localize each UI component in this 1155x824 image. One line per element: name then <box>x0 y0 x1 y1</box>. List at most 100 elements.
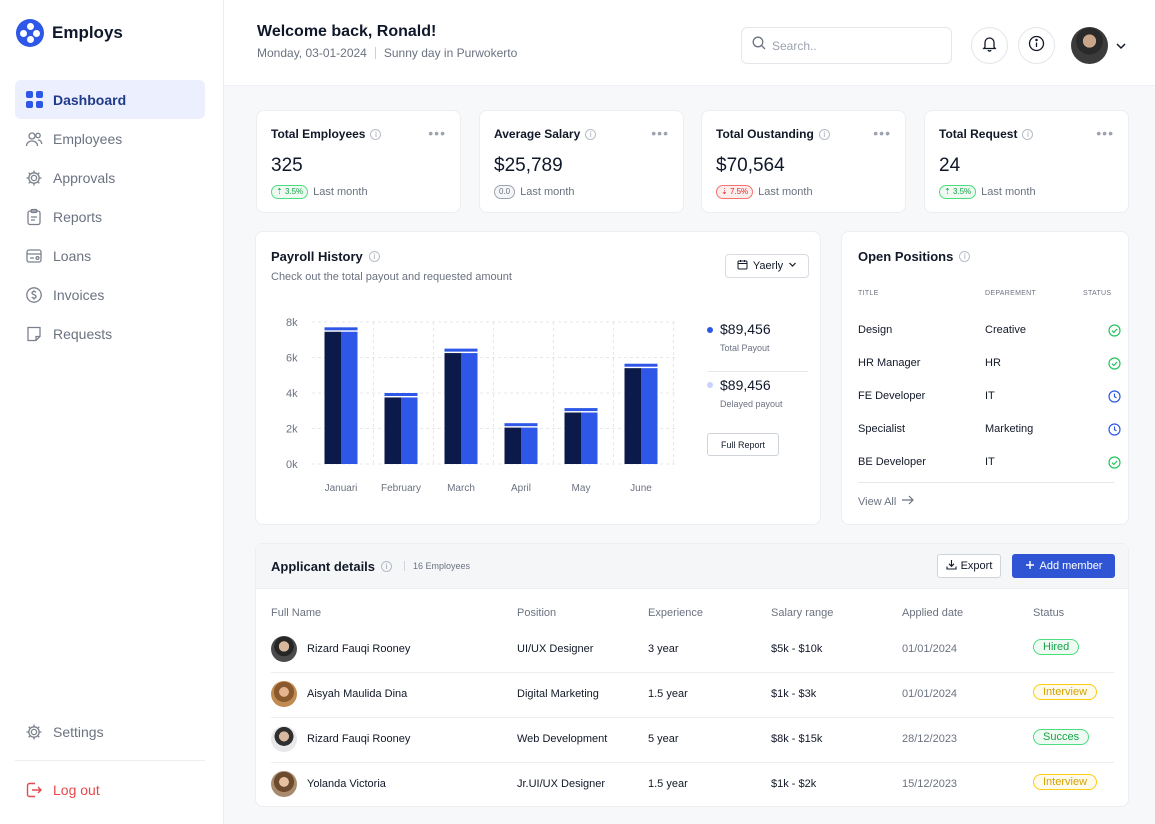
calendar-icon <box>737 259 748 273</box>
logout-button[interactable]: Log out <box>15 770 205 809</box>
legend-divider <box>708 371 808 372</box>
notification-button[interactable] <box>971 27 1008 64</box>
loan-icon <box>25 247 43 265</box>
applicant-details-card: Applicant details i 16 Employees Export A… <box>255 543 1129 807</box>
trend-value: 0.0 <box>499 187 511 196</box>
applicant-experience: 5 year <box>648 733 679 745</box>
user-avatar[interactable] <box>1071 27 1108 64</box>
view-all-link[interactable]: View All <box>858 495 915 508</box>
search-input[interactable] <box>772 38 942 53</box>
clock-icon <box>1108 390 1121 406</box>
applicant-title: Applicant details i <box>271 559 393 574</box>
view-all-label: View All <box>858 495 897 508</box>
bar-dark-half <box>444 353 461 464</box>
stat-title-text: Total Request <box>939 127 1018 141</box>
bar <box>401 397 418 464</box>
sidebar-item-label: Approvals <box>53 169 116 186</box>
sidebar-item-employees[interactable]: Employees <box>15 119 205 158</box>
clock-icon <box>1108 423 1121 439</box>
search-box[interactable] <box>741 27 952 64</box>
period-label: Yaerly <box>752 260 784 272</box>
position-title: HR Manager <box>858 357 921 369</box>
position-title: BE Developer <box>858 456 926 468</box>
sidebar-item-label: Loans <box>53 247 92 264</box>
applicant-experience: 3 year <box>648 643 679 655</box>
avatar <box>271 771 297 797</box>
add-member-button[interactable]: Add member <box>1012 554 1115 578</box>
positions-divider <box>858 482 1114 483</box>
sidebar-item-dashboard[interactable]: Dashboard <box>15 80 205 119</box>
delayed-payout-value: $89,456 <box>720 377 771 393</box>
chevron-down-icon[interactable] <box>1115 39 1127 57</box>
col-header-salary-range[interactable]: Salary range <box>771 607 834 619</box>
sidebar-item-approvals[interactable]: Approvals <box>15 158 205 197</box>
legend-dot-total <box>707 327 713 333</box>
position-row[interactable]: HR Manager HR <box>858 357 1121 390</box>
position-row[interactable]: Specialist Marketing <box>858 423 1121 456</box>
open-positions-card: Open Positions i TITLE DEPAREMENT STATUS … <box>841 231 1129 525</box>
applicant-name: Yolanda Victoria <box>307 778 386 790</box>
status-badge: Succes <box>1033 729 1090 745</box>
logout-group: Log out <box>15 770 205 809</box>
avatar <box>271 726 297 752</box>
bar-marker <box>324 327 358 331</box>
applicant-date: 28/12/2023 <box>902 733 958 745</box>
x-tick-label: February <box>381 483 421 494</box>
chevron-down-icon <box>788 260 797 272</box>
logout-icon <box>25 781 43 799</box>
y-tick-label: 4k <box>286 388 298 400</box>
y-tick-label: 6k <box>286 353 298 365</box>
period-select[interactable]: Yaerly <box>725 254 809 278</box>
col-header-position[interactable]: Position <box>517 607 557 619</box>
table-row[interactable]: Rizard Fauqi Rooney Web Development 5 ye… <box>271 718 1114 763</box>
brand[interactable]: Employs <box>16 19 123 47</box>
bar-marker <box>384 393 418 396</box>
payroll-subtitle: Check out the total payout and requested… <box>271 271 512 283</box>
stat-title: Total Oustanding i <box>716 127 830 141</box>
full-report-button[interactable]: Full Report <box>707 433 779 456</box>
export-button[interactable]: Export <box>937 554 1001 578</box>
info-icon: i <box>1022 128 1034 140</box>
stat-card-total-outstanding: Total Oustanding i ••• $70,564 ⇣ 7.5% Last… <box>701 110 906 213</box>
position-row[interactable]: BE Developer IT <box>858 456 1121 489</box>
bar-dark-half <box>384 397 401 464</box>
status-badge: Interview <box>1033 684 1098 700</box>
table-row[interactable]: Yolanda Victoria Jr.UI/UX Designer 1.5 y… <box>271 763 1114 808</box>
sidebar-item-loans[interactable]: Loans <box>15 236 205 275</box>
sidebar-item-reports[interactable]: Reports <box>15 197 205 236</box>
status-badge: Interview <box>1033 774 1098 790</box>
sidebar-item-label: Settings <box>53 723 104 740</box>
position-row[interactable]: FE Developer IT <box>858 390 1121 423</box>
x-tick-label: April <box>511 483 531 494</box>
table-row[interactable]: Aisyah Maulida Dina Digital Marketing 1.… <box>271 673 1114 718</box>
applicant-salary: $1k - $3k <box>771 688 817 700</box>
bar-marker <box>564 408 598 412</box>
sidebar: Employs Dashboard Employees Approvals Re… <box>0 0 224 824</box>
col-header-department: DEPAREMENT <box>985 290 1037 297</box>
more-dots-icon[interactable]: ••• <box>428 125 446 141</box>
status-badge: Hired <box>1033 639 1080 655</box>
more-dots-icon[interactable]: ••• <box>651 125 669 141</box>
more-dots-icon[interactable]: ••• <box>873 125 891 141</box>
col-header-status[interactable]: Status <box>1033 607 1065 619</box>
col-header-applied-date[interactable]: Applied date <box>902 607 964 619</box>
sidebar-item-settings[interactable]: Settings <box>15 712 205 751</box>
col-header-experience[interactable]: Experience <box>648 607 704 619</box>
more-dots-icon[interactable]: ••• <box>1096 125 1114 141</box>
add-member-label: Add member <box>1039 560 1103 572</box>
applicant-position: UI/UX Designer <box>517 643 594 655</box>
trend-badge: ⇡ 3.5% <box>939 185 977 199</box>
info-button[interactable] <box>1018 27 1055 64</box>
stat-value: 24 <box>939 155 961 176</box>
sidebar-item-requests[interactable]: Requests <box>15 314 205 353</box>
position-row[interactable]: Design Creative <box>858 324 1121 357</box>
table-row[interactable]: Rizard Fauqi Rooney UI/UX Designer 3 yea… <box>271 628 1114 673</box>
applicant-salary: $8k - $15k <box>771 733 823 745</box>
trend-badge: ⇣ 7.5% <box>716 185 754 199</box>
welcome-title: Welcome back, Ronald! <box>257 23 437 40</box>
sidebar-item-invoices[interactable]: Invoices <box>15 275 205 314</box>
grid-icon <box>25 91 43 109</box>
applicant-date: 15/12/2023 <box>902 778 958 790</box>
col-header-full-name[interactable]: Full Name <box>271 607 322 619</box>
arrow-right-icon <box>901 495 915 508</box>
